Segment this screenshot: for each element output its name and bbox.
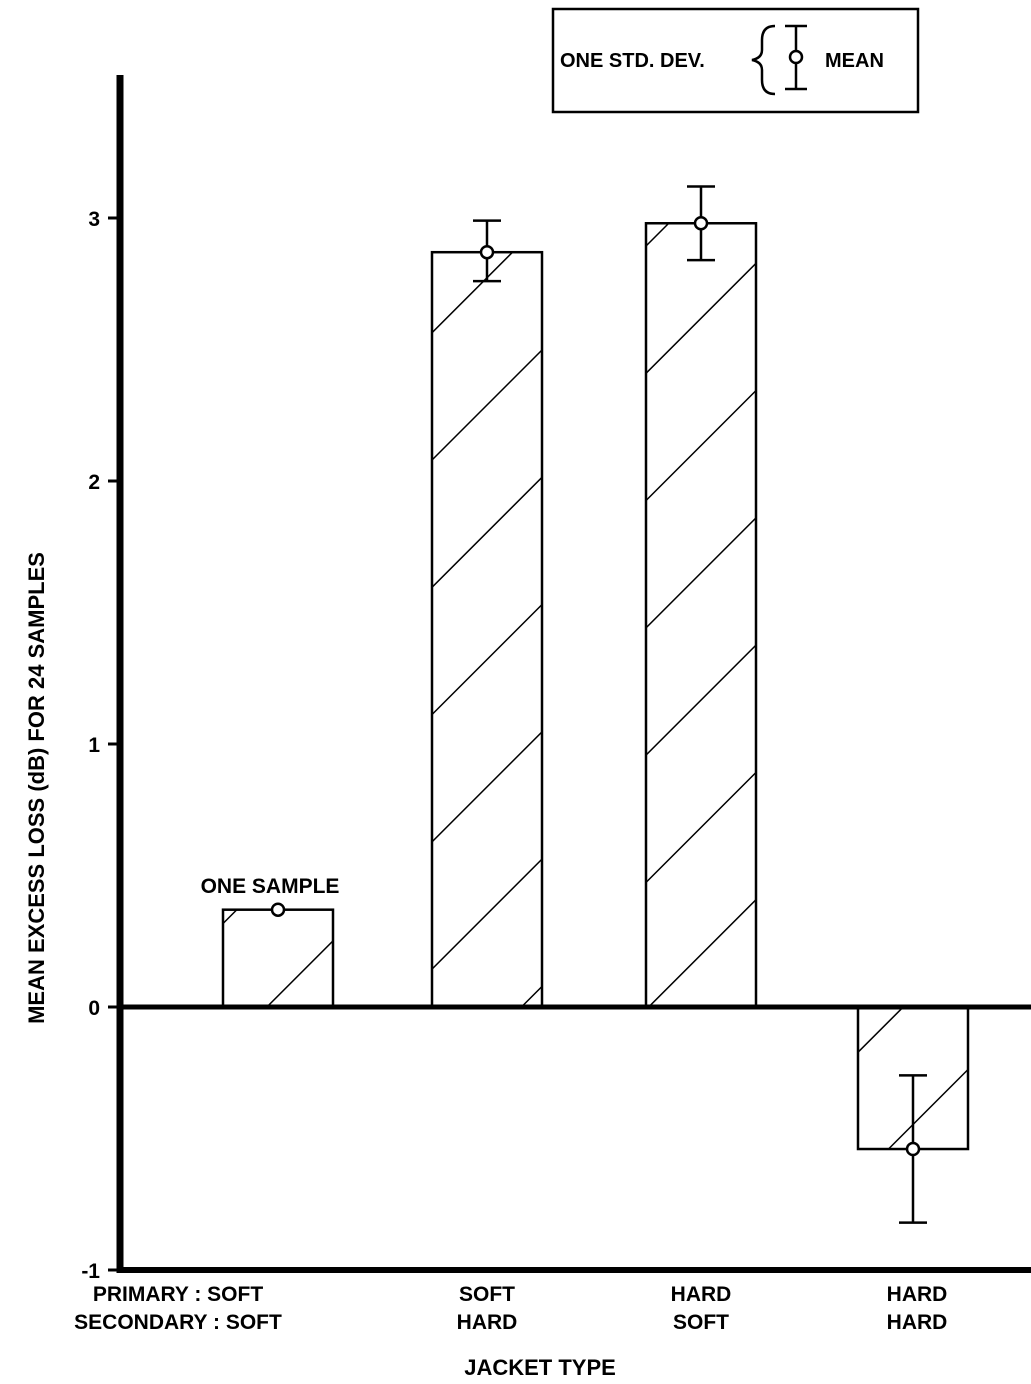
legend-brace (751, 24, 776, 96)
x-tick-label-primary: HARD (671, 1283, 732, 1306)
legend-std-label: ONE STD. DEV. (560, 50, 705, 72)
y-tick-label: 3 (88, 208, 100, 231)
x-tick-label-secondary: HARD (887, 1311, 948, 1334)
x-axis-label: JACKET TYPE (464, 1355, 616, 1380)
x-tick-label-primary: PRIMARY : SOFT (93, 1283, 264, 1306)
y-tick-label: -1 (81, 1260, 100, 1283)
bar (221, 908, 335, 1009)
y-ticks: -1 0 1 2 3 (81, 208, 120, 1283)
mean-marker (479, 244, 495, 260)
mean-marker (270, 902, 286, 917)
error-bars (270, 185, 927, 1224)
legend-mean-marker (788, 49, 804, 65)
y-axis-label: MEAN EXCESS LOSS (dB) FOR 24 SAMPLES (24, 552, 49, 1024)
y-tick-label: 1 (88, 734, 100, 757)
legend-box (551, 7, 920, 114)
x-tick-label-secondary: SECONDARY : SOFT (74, 1311, 282, 1334)
x-tick-labels: PRIMARY : SOFT SECONDARY : SOFT SOFT HARD HA… (74, 1283, 947, 1334)
mean-marker (905, 1141, 921, 1157)
bar (644, 222, 758, 1009)
bars (221, 222, 970, 1151)
x-tick-label-secondary: HARD (457, 1311, 518, 1334)
x-tick-label-primary: SOFT (459, 1283, 515, 1306)
mean-marker (693, 216, 709, 231)
y-tick-label: 2 (88, 471, 100, 494)
one-sample-annotation: ONE SAMPLE (201, 875, 340, 898)
y-tick-label: 0 (88, 997, 100, 1020)
x-tick-label-primary: HARD (887, 1283, 948, 1306)
legend-mean-label: MEAN (825, 50, 884, 72)
bar (430, 250, 544, 1009)
legend: ONE STD. DEV. MEAN (551, 7, 920, 114)
x-tick-label-secondary: SOFT (673, 1311, 729, 1334)
